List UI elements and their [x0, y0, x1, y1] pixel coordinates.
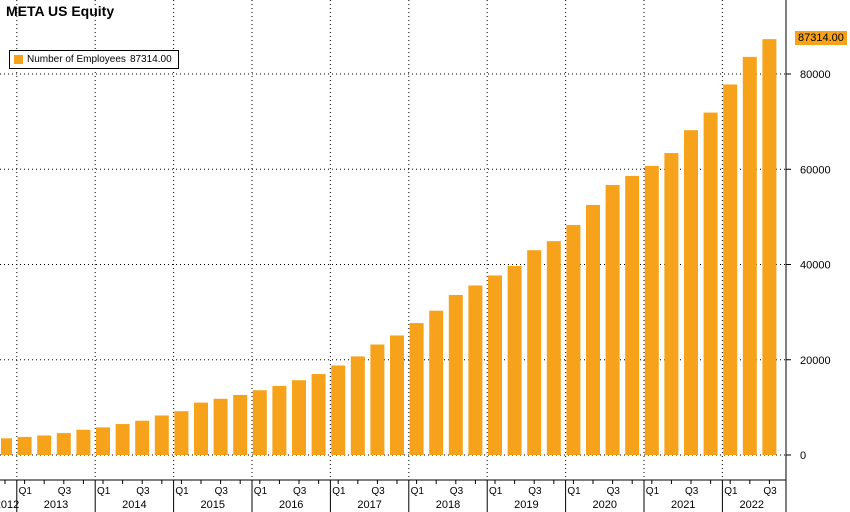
x-quarter-label: Q1 — [646, 486, 660, 497]
bars — [1, 39, 777, 456]
bar-2022-Q3 — [762, 39, 777, 455]
bar-2016-Q3 — [292, 380, 306, 455]
bar-2015-Q3 — [213, 398, 228, 455]
bar-2019-Q3 — [527, 250, 542, 455]
bar-2017-Q1 — [331, 365, 346, 455]
x-quarter-label: Q3 — [293, 486, 307, 497]
bar-2018-Q2 — [429, 310, 444, 455]
axes — [0, 0, 791, 512]
x-quarter-label: Q3 — [685, 486, 699, 497]
x-quarter-label: Q1 — [19, 486, 33, 497]
x-quarter-label: Q3 — [528, 486, 542, 497]
bar-2015-Q4 — [233, 394, 248, 455]
bar-2015-Q1 — [174, 411, 189, 455]
x-year-label: 2020 — [593, 499, 617, 511]
legend-swatch — [14, 55, 23, 64]
y-tick-label: 40000 — [800, 260, 831, 272]
x-year-label: 2021 — [671, 499, 695, 511]
bar-2019-Q2 — [507, 265, 522, 455]
bar-2014-Q3 — [135, 420, 150, 455]
x-quarter-label: Q1 — [724, 486, 738, 497]
bar-2014-Q2 — [115, 424, 130, 455]
legend-label: Number of Employees — [27, 54, 126, 65]
x-quarter-label: Q3 — [371, 486, 385, 497]
x-quarter-label: Q3 — [607, 486, 621, 497]
legend-value: 87314.00 — [129, 54, 172, 65]
x-quarter-label: Q3 — [763, 486, 777, 497]
bar-2019-Q4 — [546, 241, 561, 455]
x-year-label: 2016 — [279, 499, 303, 511]
bar-2016-Q2 — [272, 385, 287, 455]
bar-2013-Q4 — [76, 429, 91, 455]
y-axis-tick-labels: 0 20000 40000 60000 80000 — [800, 69, 831, 462]
bar-2013-Q2 — [37, 435, 52, 455]
bar-2022-Q2 — [742, 56, 757, 455]
bar-2018-Q3 — [448, 294, 463, 455]
x-quarter-label: Q1 — [411, 486, 425, 497]
x-year-label: 2015 — [201, 499, 225, 511]
legend: Number of Employees 87314.00 — [9, 50, 179, 69]
x-axis-tick-labels: Q1 Q3 Q1 Q3 Q1 Q3 Q1 Q3 Q1 Q3 Q1 Q3 Q1 Q3 Q1 Q3 Q1 Q3 Q1 Q3… — [0, 486, 777, 511]
x-quarter-label: Q3 — [215, 486, 229, 497]
bar-2016-Q4 — [311, 374, 326, 455]
x-year-label: 2012 — [0, 499, 19, 511]
bar-2018-Q4 — [468, 285, 483, 455]
bar-2019-Q1 — [488, 275, 502, 455]
x-quarter-label: Q1 — [175, 486, 189, 497]
bar-2020-Q2 — [586, 204, 600, 455]
bar-2020-Q3 — [605, 184, 620, 455]
x-year-label: 2013 — [44, 499, 68, 511]
x-quarter-label: Q3 — [136, 486, 150, 497]
x-quarter-label: Q1 — [489, 486, 503, 497]
bar-2013-Q1 — [17, 436, 32, 455]
bar-2015-Q2 — [194, 402, 208, 455]
x-quarter-label: Q1 — [332, 486, 346, 497]
y-tick-label: 20000 — [800, 355, 831, 367]
bar-2020-Q1 — [566, 224, 581, 455]
bar-2022-Q1 — [723, 84, 738, 455]
bar-2018-Q1 — [409, 323, 424, 455]
bar-2012-Q4 — [1, 438, 12, 455]
bar-2014-Q4 — [154, 415, 169, 455]
chart-title: META US Equity — [6, 3, 115, 19]
bar-2021-Q1 — [644, 165, 659, 455]
x-year-label: 2022 — [740, 499, 764, 511]
bar-2017-Q2 — [350, 356, 365, 455]
x-year-label: 2014 — [122, 499, 146, 511]
bar-2021-Q3 — [684, 130, 698, 455]
x-year-label: 2017 — [357, 499, 381, 511]
bar-2017-Q4 — [390, 335, 404, 455]
bar-2013-Q3 — [56, 433, 71, 455]
bar-2020-Q4 — [625, 175, 640, 456]
y-tick-label: 60000 — [800, 164, 831, 176]
y-tick-label: 80000 — [800, 69, 831, 81]
x-quarter-label: Q3 — [58, 486, 72, 497]
x-year-label: 2018 — [436, 499, 460, 511]
bar-2017-Q3 — [370, 344, 385, 455]
x-quarter-label: Q1 — [254, 486, 268, 497]
bar-2014-Q1 — [96, 427, 110, 455]
bar-2021-Q2 — [664, 153, 679, 455]
x-quarter-label: Q1 — [567, 486, 581, 497]
bar-2021-Q4 — [703, 112, 718, 456]
x-year-label: 2019 — [514, 499, 538, 511]
y-tick-label: 0 — [800, 450, 806, 462]
last-value-tag: 87314.00 — [795, 31, 847, 46]
x-quarter-label: Q3 — [450, 486, 464, 497]
x-quarter-label: Q1 — [97, 486, 111, 497]
bar-2016-Q1 — [252, 390, 267, 455]
